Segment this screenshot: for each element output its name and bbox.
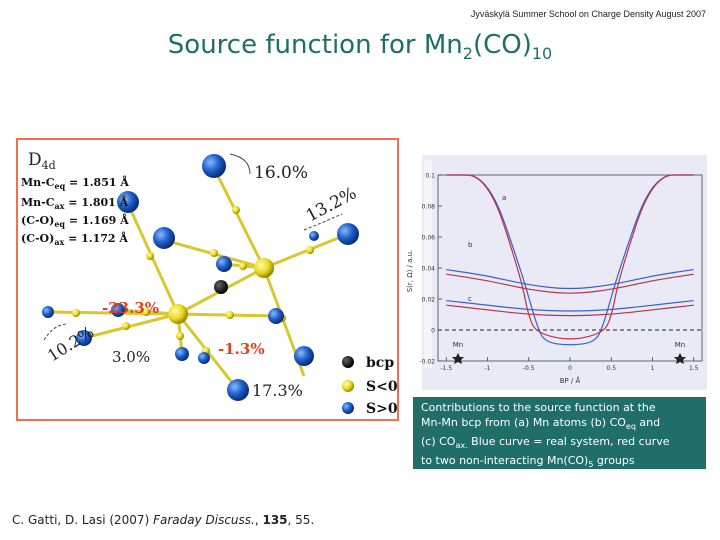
bracket-top bbox=[229, 153, 251, 175]
pct-17-3: 17.3% bbox=[252, 381, 303, 400]
star-left bbox=[452, 353, 464, 364]
citation-authors: C. Gatti, D. Lasi (2007) bbox=[12, 513, 154, 527]
x-tick-label: -1.5 bbox=[440, 365, 452, 372]
negative-source-points bbox=[72, 206, 314, 355]
bond-3: (C-O)eq = 1.169 Å bbox=[21, 213, 129, 229]
plot-curves bbox=[446, 174, 694, 346]
x-tick-label: 1.5 bbox=[689, 365, 699, 372]
bond-4: (C-O)ax = 1.172 Å bbox=[21, 231, 128, 247]
x-tick-label: 1 bbox=[651, 365, 655, 372]
series-line-3 bbox=[446, 273, 694, 294]
curve-label-c: c bbox=[468, 295, 472, 303]
symmetry-label: D bbox=[28, 150, 42, 170]
figure-caption: Contributions to the source function at … bbox=[413, 397, 706, 470]
pct-neg-23-3: -23.3% bbox=[102, 299, 159, 317]
citation: C. Gatti, D. Lasi (2007) Faraday Discuss… bbox=[12, 513, 315, 527]
y-tick-label: 0 bbox=[431, 328, 435, 335]
series-line-5 bbox=[446, 304, 694, 317]
y-tick-label: 0.02 bbox=[422, 297, 436, 304]
plot-ylabel: S(r, Ω) / a.u. bbox=[406, 250, 414, 293]
star-right bbox=[674, 353, 686, 364]
x-tick-label: -0.5 bbox=[523, 365, 535, 372]
header-line: Jyväskylä Summer School on Charge Densit… bbox=[470, 9, 706, 19]
title-sub-1: 2 bbox=[462, 44, 473, 64]
series-line-0 bbox=[446, 174, 694, 346]
mn-atom-upper bbox=[254, 258, 274, 278]
bracket-right bbox=[303, 213, 343, 231]
pct-neg-1-3: -1.3% bbox=[218, 340, 265, 358]
source-function-plot: S(r, Ω) / a.u. 0.1 0.08 0.06 0.04 0.02 0 -0.02… bbox=[402, 155, 707, 390]
caption-line-3: (c) COax. Blue curve = real system, red … bbox=[421, 435, 670, 451]
series-line-4 bbox=[446, 299, 694, 312]
legend-bcp: bcp bbox=[366, 355, 394, 371]
y-tick-label: -0.02 bbox=[419, 359, 435, 366]
symmetry-sub: 4d bbox=[42, 159, 56, 172]
y-tick-label: 0.08 bbox=[422, 204, 436, 211]
citation-volume: 135 bbox=[262, 513, 288, 527]
title-mid: (CO) bbox=[472, 30, 532, 60]
page-title: Source function for Mn2(CO)10 bbox=[0, 30, 720, 63]
mn-label-right: Mn bbox=[675, 341, 685, 349]
y-tick-label: 0.06 bbox=[422, 235, 436, 242]
caption-line-2: Mn-Mn bcp from (a) Mn atoms (b) COeq and bbox=[421, 416, 661, 432]
mn-label-left: Mn bbox=[453, 341, 463, 349]
caption-line-4: to two non-interacting Mn(CO)5 groups bbox=[421, 454, 635, 470]
series-line-1 bbox=[446, 174, 694, 340]
plot-axes: 0.1 0.08 0.06 0.04 0.02 0 -0.02 -1.5 -1 -0.5 0 0.5 1… bbox=[419, 173, 703, 372]
citation-journal: Faraday Discuss. bbox=[153, 513, 255, 527]
pct-13-2: 13.2% bbox=[303, 183, 360, 226]
legend-neg-dot bbox=[342, 380, 354, 392]
series-line-2 bbox=[446, 268, 694, 290]
curve-label-b: b bbox=[468, 241, 473, 249]
y-tick-label: 0.1 bbox=[425, 173, 435, 180]
plot-svg: S(r, Ω) / a.u. 0.1 0.08 0.06 0.04 0.02 0 -0.02… bbox=[406, 155, 707, 390]
caption-line-1: Contributions to the source function at … bbox=[421, 401, 656, 414]
x-tick-label: -1 bbox=[485, 365, 491, 372]
legend-neg: S<0 bbox=[366, 379, 397, 395]
svg-text:D4d: D4d bbox=[28, 150, 56, 172]
plot-xlabel: BP / Å bbox=[560, 376, 581, 385]
bond-1: Mn-Ceq = 1.851 Å bbox=[21, 175, 129, 191]
molecule-figure: D4d Mn-Ceq = 1.851 Å Mn-Cax = 1.801 Å (C… bbox=[16, 138, 399, 421]
x-tick-label: 0 bbox=[568, 365, 572, 372]
ligand-atoms bbox=[42, 154, 359, 401]
pct-3: 3.0% bbox=[112, 348, 150, 366]
curve-label-a: a bbox=[502, 194, 506, 202]
legend-pos-dot bbox=[342, 402, 354, 414]
legend-bcp-dot bbox=[342, 356, 354, 368]
title-main: Source function for Mn bbox=[167, 30, 463, 60]
title-sub-2: 10 bbox=[531, 44, 553, 64]
y-tick-label: 0.04 bbox=[422, 266, 436, 273]
bracket-left bbox=[43, 323, 69, 341]
plot-left-strip bbox=[424, 160, 432, 368]
mn-atom-lower bbox=[168, 304, 188, 324]
x-tick-label: 0.5 bbox=[606, 365, 616, 372]
legend-pos: S>0 bbox=[366, 401, 397, 417]
bond-2: Mn-Cax = 1.801 Å bbox=[21, 195, 129, 211]
pct-16: 16.0% bbox=[254, 163, 308, 183]
molecule-diagram: D4d Mn-Ceq = 1.851 Å Mn-Cax = 1.801 Å (C… bbox=[21, 150, 397, 417]
bcp-point bbox=[214, 280, 228, 294]
citation-pages: , 55. bbox=[287, 513, 315, 527]
mn-markers: Mn Mn bbox=[452, 341, 686, 364]
legend: bcp S<0 S>0 bbox=[342, 355, 397, 417]
